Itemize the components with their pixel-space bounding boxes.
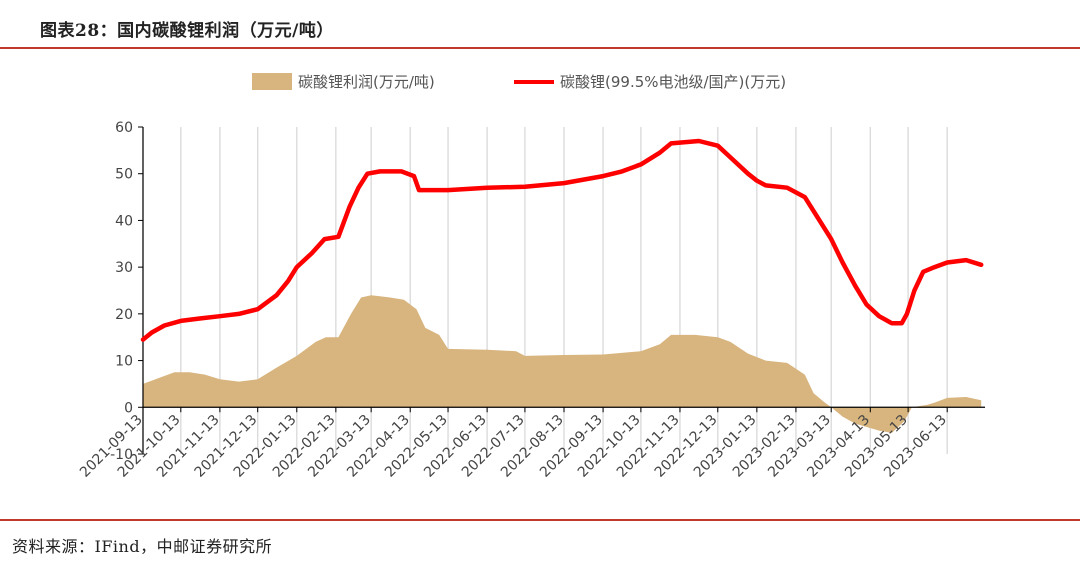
y-tick-label-1: 0 (124, 400, 133, 416)
profit-area-layer (143, 295, 982, 433)
profit-price-chart: -10 0 10 20 30 40 50 60 2021-09-132021-10-13202… (77, 73, 985, 481)
y-tick-label-2: 10 (115, 354, 133, 370)
series-area-profit (143, 295, 982, 433)
y-tick-label-4: 30 (115, 260, 133, 276)
x-tick-labels: 2021-09-132021-10-132021-11-132021-12-13… (77, 412, 950, 481)
source-note: 资料来源：IFind，中邮证券研究所 (12, 537, 273, 556)
footer-divider (0, 519, 1080, 521)
chart-title: 图表28：国内碳酸锂利润（万元/吨） (40, 21, 334, 41)
y-tick-label-6: 50 (115, 167, 133, 183)
y-tick-label-5: 40 (115, 213, 133, 229)
legend-label-profit: 碳酸锂利润(万元/吨) (298, 73, 435, 91)
y-tick-label-3: 20 (115, 307, 133, 323)
axes (138, 126, 985, 455)
y-tick-label-7: 60 (115, 120, 133, 136)
legend-swatch-profit (252, 73, 292, 90)
header-divider (0, 47, 1080, 49)
legend: 碳酸锂利润(万元/吨) 碳酸锂(99.5%电池级/国产)(万元) (252, 73, 786, 91)
price-line-layer (140, 138, 984, 342)
legend-label-price: 碳酸锂(99.5%电池级/国产)(万元) (560, 73, 786, 91)
series-line-price (140, 138, 984, 342)
y-tick-labels: -10 0 10 20 30 40 50 60 (110, 120, 133, 463)
y-tick-label-0: -10 (110, 447, 133, 463)
